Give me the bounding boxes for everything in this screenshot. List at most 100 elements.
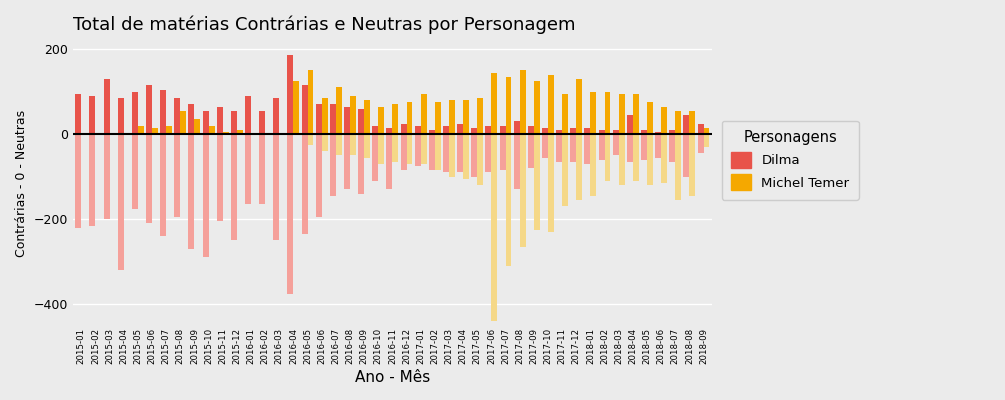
Bar (528, 134, 534, 168)
Bar (174, 134, 180, 217)
Bar (237, 130, 243, 134)
Bar (372, 126, 378, 134)
Bar (477, 98, 483, 134)
Bar (562, 134, 568, 206)
Bar (429, 134, 435, 170)
Bar (118, 134, 124, 270)
Bar (435, 134, 441, 170)
Bar (259, 111, 265, 134)
Bar (491, 134, 497, 321)
Bar (387, 128, 392, 134)
Bar (485, 134, 491, 172)
Bar (287, 56, 293, 134)
Bar (378, 106, 384, 134)
Bar (344, 106, 350, 134)
Bar (308, 70, 314, 134)
Bar (259, 134, 265, 204)
Bar (174, 98, 180, 134)
Bar (613, 134, 619, 156)
Bar (619, 94, 625, 134)
Bar (534, 81, 540, 134)
Bar (415, 134, 421, 166)
Bar (336, 87, 342, 134)
Bar (633, 94, 639, 134)
Bar (443, 126, 449, 134)
Bar (576, 134, 582, 200)
Bar (704, 134, 710, 147)
Bar (316, 134, 322, 217)
Bar (75, 134, 81, 228)
Bar (477, 134, 483, 185)
Bar (605, 134, 610, 181)
Bar (689, 134, 695, 196)
Bar (407, 102, 412, 134)
Bar (160, 134, 166, 236)
Bar (435, 102, 441, 134)
Bar (548, 75, 554, 134)
Bar (655, 132, 661, 134)
Bar (683, 115, 689, 134)
Bar (194, 119, 200, 134)
Bar (599, 134, 605, 160)
Bar (421, 94, 427, 134)
Bar (392, 134, 398, 162)
Bar (322, 98, 328, 134)
Bar (641, 130, 647, 134)
Bar (499, 134, 506, 170)
Bar (89, 134, 95, 226)
Bar (675, 111, 681, 134)
Text: Total de matérias Contrárias e Neutras por Personagem: Total de matérias Contrárias e Neutras p… (72, 15, 575, 34)
Bar (534, 134, 540, 230)
Bar (697, 124, 703, 134)
Bar (231, 111, 237, 134)
Bar (364, 100, 370, 134)
Bar (146, 134, 152, 224)
Bar (223, 132, 229, 134)
Bar (372, 134, 378, 181)
Bar (231, 134, 237, 240)
Bar (104, 79, 110, 134)
Bar (293, 81, 299, 134)
Bar (138, 126, 144, 134)
Bar (160, 90, 166, 134)
X-axis label: Ano - Mês: Ano - Mês (355, 370, 430, 385)
Bar (364, 134, 370, 158)
Bar (189, 104, 194, 134)
Bar (613, 130, 619, 134)
Bar (189, 134, 194, 249)
Bar (443, 134, 449, 172)
Bar (463, 100, 469, 134)
Bar (689, 111, 695, 134)
Bar (683, 134, 689, 177)
Bar (392, 104, 398, 134)
Bar (641, 134, 647, 160)
Bar (358, 109, 364, 134)
Bar (457, 124, 463, 134)
Bar (118, 98, 124, 134)
Bar (562, 94, 568, 134)
Bar (146, 85, 152, 134)
Bar (378, 134, 384, 164)
Bar (245, 134, 251, 204)
Bar (358, 134, 364, 194)
Bar (647, 134, 653, 185)
Bar (152, 128, 158, 134)
Bar (675, 134, 681, 200)
Bar (506, 134, 512, 266)
Bar (457, 134, 463, 172)
Bar (661, 134, 667, 183)
Bar (570, 128, 576, 134)
Bar (449, 134, 455, 177)
Bar (661, 106, 667, 134)
Bar (471, 134, 477, 177)
Bar (605, 92, 610, 134)
Bar (421, 134, 427, 164)
Bar (401, 124, 407, 134)
Bar (704, 128, 710, 134)
Bar (514, 134, 520, 190)
Bar (217, 134, 223, 221)
Bar (401, 134, 407, 170)
Bar (180, 111, 186, 134)
Bar (619, 134, 625, 185)
Bar (273, 98, 279, 134)
